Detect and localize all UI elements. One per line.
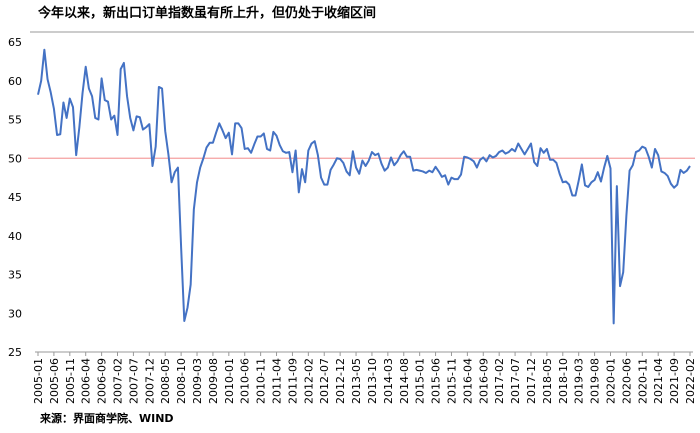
x-tick-label: 2005-06 bbox=[48, 358, 61, 404]
x-tick-label: 2017-02 bbox=[493, 358, 506, 404]
x-tick-label: 2017-12 bbox=[525, 358, 538, 404]
source-note: 来源：界面商学院、WIND bbox=[39, 411, 174, 425]
x-tick-label: 2020-11 bbox=[636, 358, 649, 404]
x-tick-label: 2021-04 bbox=[652, 358, 665, 404]
y-tick-label: 30 bbox=[8, 307, 22, 320]
x-tick-label: 2005-11 bbox=[64, 358, 77, 404]
y-tick-label: 50 bbox=[8, 152, 22, 165]
y-tick-label: 55 bbox=[8, 114, 22, 127]
x-tick-label: 2012-07 bbox=[318, 358, 331, 404]
y-tick-label: 45 bbox=[8, 191, 22, 204]
x-tick-label: 2013-05 bbox=[350, 358, 363, 404]
x-tick-label: 2010-11 bbox=[255, 358, 268, 404]
x-tick-label: 2019-08 bbox=[589, 358, 602, 404]
x-tick-label: 2020-01 bbox=[604, 358, 617, 404]
y-tick-label: 35 bbox=[8, 269, 22, 282]
data-line bbox=[37, 48, 691, 325]
x-tick-label: 2022-02 bbox=[684, 358, 697, 404]
x-tick-label: 2018-10 bbox=[557, 358, 570, 404]
x-tick-label: 2012-12 bbox=[334, 358, 347, 404]
x-tick-label: 2015-01 bbox=[414, 358, 427, 404]
x-tick-label: 2006-09 bbox=[96, 358, 109, 404]
x-tick-label: 2013-10 bbox=[366, 358, 379, 404]
x-tick-label: 2015-11 bbox=[445, 358, 458, 404]
x-tick-label: 2010-01 bbox=[223, 358, 236, 404]
x-tick-label: 2019-03 bbox=[573, 358, 586, 404]
x-tick-label: 2014-08 bbox=[398, 358, 411, 404]
x-tick-label: 2011-09 bbox=[286, 358, 299, 404]
x-tick-label: 2010-06 bbox=[239, 358, 252, 404]
x-tick-label: 2008-05 bbox=[159, 358, 172, 404]
x-tick-label: 2008-10 bbox=[175, 358, 188, 404]
x-tick-label: 2007-07 bbox=[127, 358, 140, 404]
x-tick-label: 2016-04 bbox=[461, 358, 474, 404]
x-tick-label: 2015-06 bbox=[430, 358, 443, 404]
x-tick-label: 2021-09 bbox=[668, 358, 681, 404]
y-tick-label: 60 bbox=[8, 75, 22, 88]
x-tick-label: 2006-04 bbox=[80, 358, 93, 404]
x-tick-label: 2020-06 bbox=[620, 358, 633, 404]
x-tick-label: 2009-08 bbox=[207, 358, 220, 404]
x-tick-label: 2017-07 bbox=[509, 358, 522, 404]
y-tick-label: 25 bbox=[8, 346, 22, 359]
x-tick-label: 2012-02 bbox=[302, 358, 315, 404]
x-tick-label: 2007-02 bbox=[112, 358, 125, 404]
y-tick-label: 65 bbox=[8, 36, 22, 49]
x-tick-label: 2016-09 bbox=[477, 358, 490, 404]
y-tick-label: 40 bbox=[8, 230, 22, 243]
x-tick-label: 2009-03 bbox=[191, 358, 204, 404]
chart-title: 今年以来，新出口订单指数虽有所上升，但仍处于收缩区间 bbox=[37, 5, 376, 21]
x-tick-label: 2005-01 bbox=[32, 358, 45, 404]
x-tick-label: 2011-04 bbox=[271, 358, 284, 404]
x-tick-label: 2018-05 bbox=[541, 358, 554, 404]
x-tick-label: 2014-03 bbox=[382, 358, 395, 404]
x-tick-label: 2007-12 bbox=[143, 358, 156, 404]
